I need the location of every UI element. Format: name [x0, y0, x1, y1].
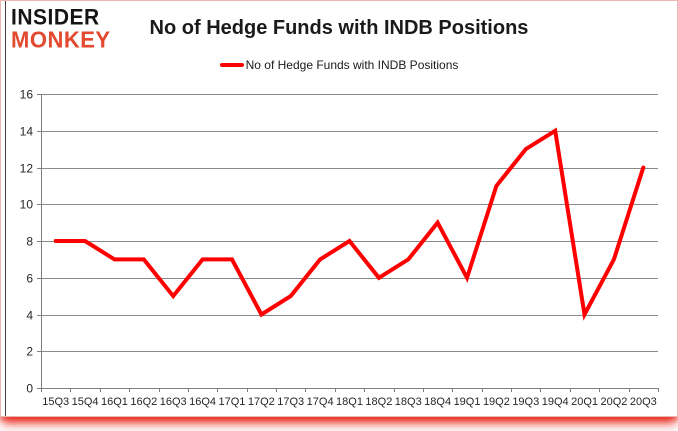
- x-tick-label: 19Q3: [512, 396, 539, 408]
- x-tick-label: 18Q3: [395, 396, 422, 408]
- legend-label: No of Hedge Funds with INDB Positions: [245, 58, 459, 72]
- chart-legend: No of Hedge Funds with INDB Positions: [1, 58, 677, 72]
- x-tick-label: 16Q2: [130, 396, 157, 408]
- logo-text-insider: INSIDER: [11, 5, 100, 30]
- x-tick-label: 17Q3: [277, 396, 304, 408]
- x-tick-label: 17Q2: [248, 396, 275, 408]
- y-tick-label: 2: [26, 345, 33, 359]
- x-tick-label: 17Q4: [307, 396, 334, 408]
- legend-line-marker-icon: [219, 62, 244, 67]
- x-tick-label: 16Q3: [160, 396, 187, 408]
- x-tick-label: 19Q4: [542, 396, 569, 408]
- y-tick-label: 12: [20, 162, 34, 176]
- chart-card: 0 2 4 6 8 10 12 14 16 15Q3 15Q4 16Q1 16Q2 16Q3 16Q4 17Q…: [0, 0, 678, 417]
- insider-monkey-logo: INSIDER MONKEY: [11, 5, 111, 53]
- y-tick-label: 16: [20, 88, 34, 102]
- x-tick-label: 20Q3: [630, 396, 657, 408]
- logo-text-monkey: MONKEY: [11, 26, 111, 53]
- chart-title: No of Hedge Funds with INDB Positions: [149, 17, 529, 39]
- data-series-line: [53, 127, 646, 321]
- x-tick-label: 19Q1: [454, 396, 481, 408]
- x-tick-label: 16Q1: [101, 396, 128, 408]
- y-tick-label: 14: [20, 125, 34, 139]
- y-tick-label: 4: [26, 309, 33, 323]
- x-tick-label: 17Q1: [219, 396, 246, 408]
- x-tick-label: 15Q4: [72, 396, 99, 408]
- y-tick-label: 8: [26, 235, 33, 249]
- y-tick-label: 6: [26, 272, 33, 286]
- y-tick-label: 0: [26, 382, 33, 396]
- x-tick-label: 15Q3: [42, 396, 69, 408]
- x-tick-label: 18Q4: [424, 396, 451, 408]
- x-tick-label: 16Q4: [189, 396, 216, 408]
- y-tick-label: 10: [20, 198, 34, 212]
- x-tick-label: 18Q2: [365, 396, 392, 408]
- x-tick-label: 20Q1: [571, 396, 598, 408]
- x-tick-label: 18Q1: [336, 396, 363, 408]
- x-tick-label: 19Q2: [483, 396, 510, 408]
- left-border-line: [5, 1, 6, 416]
- x-tick-label: 20Q2: [600, 396, 627, 408]
